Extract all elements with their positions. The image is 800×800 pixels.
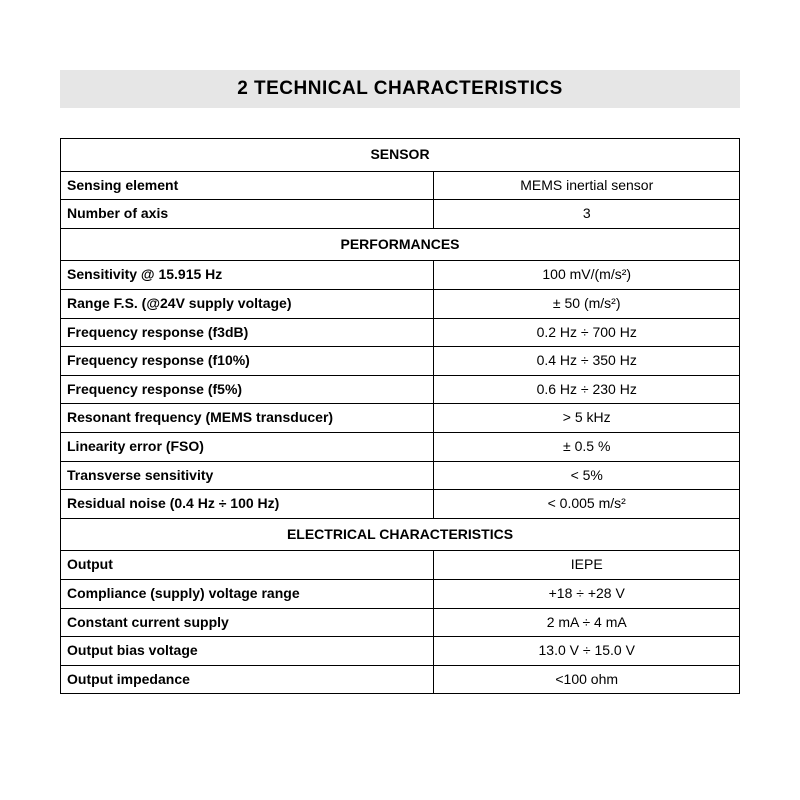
- row-value: ± 0.5 %: [434, 432, 740, 461]
- row-label: Frequency response (f10%): [61, 347, 434, 376]
- page-title: 2 TECHNICAL CHARACTERISTICS: [60, 70, 740, 108]
- section-header-row: PERFORMANCES: [61, 228, 740, 261]
- row-label: Compliance (supply) voltage range: [61, 579, 434, 608]
- row-label: Frequency response (f5%): [61, 375, 434, 404]
- table-row: Transverse sensitivity < 5%: [61, 461, 740, 490]
- row-label: Constant current supply: [61, 608, 434, 637]
- table-row: Range F.S. (@24V supply voltage) ± 50 (m…: [61, 289, 740, 318]
- row-value: 100 mV/(m/s²): [434, 261, 740, 290]
- row-value: <100 ohm: [434, 665, 740, 694]
- row-value: ± 50 (m/s²): [434, 289, 740, 318]
- row-label: Sensing element: [61, 171, 434, 200]
- row-value: 0.4 Hz ÷ 350 Hz: [434, 347, 740, 376]
- table-row: Frequency response (f10%) 0.4 Hz ÷ 350 H…: [61, 347, 740, 376]
- row-label: Frequency response (f3dB): [61, 318, 434, 347]
- section-header-row: ELECTRICAL CHARACTERISTICS: [61, 518, 740, 551]
- table-row: Sensing element MEMS inertial sensor: [61, 171, 740, 200]
- row-value: 13.0 V ÷ 15.0 V: [434, 637, 740, 666]
- table-row: Sensitivity @ 15.915 Hz 100 mV/(m/s²): [61, 261, 740, 290]
- table-row: Constant current supply 2 mA ÷ 4 mA: [61, 608, 740, 637]
- table-row: Linearity error (FSO) ± 0.5 %: [61, 432, 740, 461]
- table-row: Frequency response (f5%) 0.6 Hz ÷ 230 Hz: [61, 375, 740, 404]
- section-header-row: SENSOR: [61, 139, 740, 172]
- row-value: > 5 kHz: [434, 404, 740, 433]
- row-value: IEPE: [434, 551, 740, 580]
- row-label: Linearity error (FSO): [61, 432, 434, 461]
- row-label: Sensitivity @ 15.915 Hz: [61, 261, 434, 290]
- row-value: 0.6 Hz ÷ 230 Hz: [434, 375, 740, 404]
- table-row: Output IEPE: [61, 551, 740, 580]
- row-value: < 0.005 m/s²: [434, 490, 740, 519]
- section-sensor: SENSOR: [61, 139, 740, 172]
- table-row: Resonant frequency (MEMS transducer) > 5…: [61, 404, 740, 433]
- row-value: 3: [434, 200, 740, 229]
- table-row: Number of axis 3: [61, 200, 740, 229]
- table-row: Residual noise (0.4 Hz ÷ 100 Hz) < 0.005…: [61, 490, 740, 519]
- section-performances: PERFORMANCES: [61, 228, 740, 261]
- row-value: 0.2 Hz ÷ 700 Hz: [434, 318, 740, 347]
- row-label: Number of axis: [61, 200, 434, 229]
- table-row: Output bias voltage 13.0 V ÷ 15.0 V: [61, 637, 740, 666]
- row-value: MEMS inertial sensor: [434, 171, 740, 200]
- table-row: Frequency response (f3dB) 0.2 Hz ÷ 700 H…: [61, 318, 740, 347]
- row-label: Output impedance: [61, 665, 434, 694]
- table-row: Output impedance <100 ohm: [61, 665, 740, 694]
- row-value: +18 ÷ +28 V: [434, 579, 740, 608]
- row-label: Output bias voltage: [61, 637, 434, 666]
- section-electrical: ELECTRICAL CHARACTERISTICS: [61, 518, 740, 551]
- table-row: Compliance (supply) voltage range +18 ÷ …: [61, 579, 740, 608]
- spec-table: SENSOR Sensing element MEMS inertial sen…: [60, 138, 740, 694]
- row-label: Output: [61, 551, 434, 580]
- row-value: < 5%: [434, 461, 740, 490]
- row-label: Resonant frequency (MEMS transducer): [61, 404, 434, 433]
- page-container: 2 TECHNICAL CHARACTERISTICS SENSOR Sensi…: [0, 0, 800, 694]
- row-label: Residual noise (0.4 Hz ÷ 100 Hz): [61, 490, 434, 519]
- row-value: 2 mA ÷ 4 mA: [434, 608, 740, 637]
- row-label: Range F.S. (@24V supply voltage): [61, 289, 434, 318]
- row-label: Transverse sensitivity: [61, 461, 434, 490]
